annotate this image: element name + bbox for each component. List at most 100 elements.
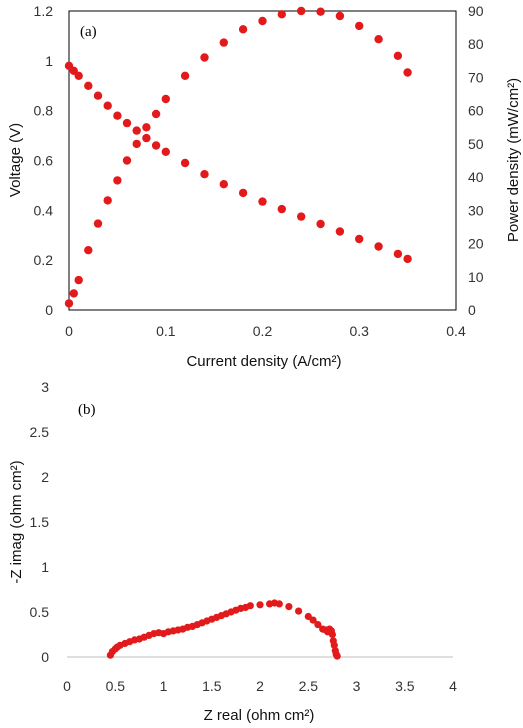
x-tick-label-b: 0.5: [106, 678, 126, 694]
data-point-a-s0: [258, 197, 267, 206]
data-point-a-s0: [103, 101, 112, 110]
y2-tick-label-a: 80: [468, 36, 484, 52]
data-point-b: [285, 603, 293, 611]
data-point-a-s0: [180, 158, 190, 168]
y2-tick-label-a: 70: [468, 69, 484, 85]
data-point-a-s0: [200, 170, 209, 179]
data-point-a-s0: [219, 180, 228, 189]
data-point-a-s1: [335, 11, 345, 21]
y2-tick-label-a: 90: [468, 3, 484, 19]
data-point-a-s0: [122, 118, 132, 128]
y2-axis-label-a: Power density (mW/cm²): [505, 78, 522, 242]
x-tick-label-b: 1.5: [202, 678, 222, 694]
data-point-a-s0: [297, 212, 306, 221]
data-point-a-s0: [374, 242, 383, 251]
y-axis-label-a: Voltage (V): [7, 123, 24, 197]
data-point-a-s0: [403, 254, 412, 264]
y-ticks-b: 0 0.5 1 1.5 2 2.5 3: [30, 379, 50, 665]
panel-label-a: (a): [80, 24, 97, 40]
y2-tick-label-a: 50: [468, 136, 484, 152]
y-tick-label-b: 2.5: [30, 424, 50, 440]
data-point-a-s1: [180, 71, 190, 81]
data-point-a-s1: [393, 51, 403, 60]
x-tick-label-a: 0.3: [349, 323, 369, 339]
x-tick-label-b: 2.5: [299, 678, 319, 694]
data-point-a-s1: [84, 246, 93, 255]
x-tick-label-a: 0.1: [156, 323, 176, 339]
data-point-a-s0: [74, 71, 83, 81]
chart-panel-b: 0 0.5 1 1.5 2 2.5 3 0 0.5 1 1.5 2 2.5 3 3.5 4 (b) Z re…: [8, 379, 457, 724]
data-point-a-s1: [151, 109, 161, 119]
data-point-a-s0: [151, 141, 161, 150]
data-point-a-s1: [219, 38, 228, 47]
x-tick-label-b: 1: [160, 678, 168, 694]
x-tick-label-b: 4: [449, 678, 457, 694]
y2-tick-label-a: 10: [468, 269, 484, 285]
series-points-b: [106, 599, 341, 660]
y-tick-label-b: 1: [41, 559, 49, 575]
data-point-a-s0: [335, 227, 345, 236]
data-point-a-s0: [113, 111, 122, 120]
data-point-a-s1: [132, 139, 141, 149]
data-point-b: [246, 602, 254, 610]
series-points-a: [64, 6, 412, 308]
data-point-a-s0: [277, 204, 286, 214]
x-tick-label-b: 3: [353, 678, 361, 694]
panel-label-b: (b): [78, 402, 96, 418]
data-point-a-s1: [93, 219, 103, 228]
data-point-a-s1: [103, 196, 112, 205]
data-point-a-s1: [113, 176, 122, 185]
data-point-a-s0: [142, 133, 151, 143]
data-point-a-s0: [393, 249, 403, 259]
data-point-a-s1: [64, 299, 74, 308]
data-point-a-s1: [142, 123, 151, 132]
x-tick-label-a: 0.2: [253, 323, 273, 339]
y2-tick-label-a: 30: [468, 202, 484, 218]
y2-tick-label-a: 0: [468, 302, 476, 318]
data-point-a-s1: [297, 6, 306, 16]
data-point-a-s1: [161, 94, 170, 104]
data-point-b: [333, 652, 341, 660]
y-tick-label-b: 0.5: [30, 604, 50, 620]
y2-ticks-a: 0 10 20 30 40 50 60 70 80 90: [468, 3, 484, 318]
data-point-b: [295, 607, 303, 615]
x-tick-label-b: 0: [63, 678, 71, 694]
y-tick-label-a: 0: [45, 302, 53, 318]
x-axis-label-b: Z real (ohm cm²): [204, 707, 315, 724]
data-point-a-s1: [122, 156, 132, 165]
y-tick-label-b: 2: [41, 469, 49, 485]
data-point-a-s1: [74, 275, 83, 285]
x-tick-label-b: 3.5: [395, 678, 415, 694]
y-tick-label-a: 0.2: [34, 252, 54, 268]
data-point-a-s0: [84, 81, 93, 91]
plot-frame-a: [68, 10, 457, 311]
y2-tick-label-a: 60: [468, 103, 484, 119]
x-axis-label-a: Current density (A/cm²): [186, 353, 341, 370]
data-point-b: [330, 641, 338, 649]
data-point-a-s0: [316, 219, 325, 229]
y-tick-label-a: 0.8: [34, 103, 54, 119]
data-point-a-s1: [69, 289, 79, 298]
data-point-a-s1: [238, 25, 248, 34]
data-point-a-s1: [374, 35, 383, 44]
x-tick-label-b: 2: [256, 678, 264, 694]
data-point-b: [314, 621, 322, 629]
data-point-a-s0: [161, 147, 170, 156]
data-point-b: [328, 630, 336, 639]
y-tick-label-a: 0.6: [34, 153, 54, 169]
y-tick-label-a: 1.2: [34, 3, 54, 19]
x-ticks-a: 0 0.1 0.2 0.3 0.4: [65, 323, 466, 339]
y-ticks-a: 0 0.2 0.4 0.6 0.8 1 1.2: [34, 3, 54, 318]
x-tick-label-a: 0: [65, 323, 73, 339]
y-tick-label-b: 1.5: [30, 514, 50, 530]
data-point-a-s0: [355, 234, 364, 244]
data-point-a-s0: [238, 188, 248, 198]
data-point-a-s1: [200, 53, 209, 62]
data-point-a-s1: [277, 10, 286, 19]
y2-tick-label-a: 20: [468, 236, 484, 252]
data-point-a-s1: [316, 7, 325, 16]
y-tick-label-b: 3: [41, 379, 49, 395]
y-tick-label-a: 1: [45, 53, 53, 69]
y-axis-label-b: -Z imag (ohm cm²): [8, 460, 25, 583]
